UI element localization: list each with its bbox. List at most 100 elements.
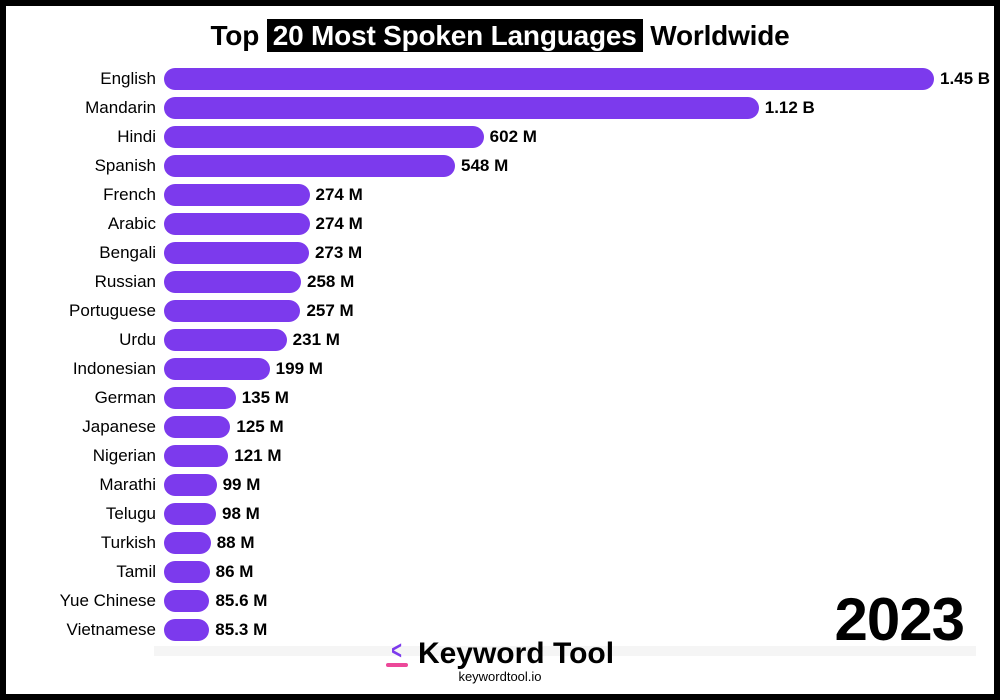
bar [164, 358, 270, 380]
language-label: Yue Chinese [24, 591, 164, 611]
bar-row: Russian 258 M [24, 267, 976, 296]
bar-wrap: 258 M [164, 267, 976, 296]
bar-row: Turkish88 M [24, 528, 976, 557]
bar [164, 271, 301, 293]
bar [164, 68, 934, 90]
bar-value: 602 M [490, 127, 537, 147]
bar-row: Indonesian 199 M [24, 354, 976, 383]
bar-value: 274 M [316, 185, 363, 205]
language-label: French [24, 185, 164, 205]
bar-value: 231 M [293, 330, 340, 350]
bar-row: Bengali273 M [24, 238, 976, 267]
bar [164, 561, 210, 583]
bar-chart: English1.45 B Mandarin 1.12 B Hindi 602 M Spa… [24, 64, 976, 644]
bar-row: Portuguese 257 M [24, 296, 976, 325]
bar-value: 1.12 B [765, 98, 815, 118]
language-label: Telugu [24, 504, 164, 524]
bar [164, 445, 228, 467]
bar-value: 258 M [307, 272, 354, 292]
bar-value: 257 M [306, 301, 353, 321]
title-suffix: Worldwide [650, 20, 789, 51]
bar-row: Marathi 99 M [24, 470, 976, 499]
bar [164, 242, 309, 264]
bar-wrap: 199 M [164, 354, 976, 383]
chart-title: Top 20 Most Spoken Languages Worldwide [24, 20, 976, 52]
bar-row: Yue Chinese 85.6 M [24, 586, 976, 615]
bar [164, 329, 287, 351]
bar-row: Hindi 602 M [24, 122, 976, 151]
bar-value: 125 M [236, 417, 283, 437]
bar-value: 1.45 B [940, 69, 990, 89]
keywordtool-logo-icon: < [386, 641, 408, 666]
language-label: Russian [24, 272, 164, 292]
bar-row: Japanese125 M [24, 412, 976, 441]
bar-wrap: 548 M [164, 151, 976, 180]
bar [164, 387, 236, 409]
bar-value: 86 M [216, 562, 254, 582]
bar-wrap: 98 M [164, 499, 976, 528]
bar-wrap: 135 M [164, 383, 976, 412]
bar-row: Arabic 274 M [24, 209, 976, 238]
language-label: Arabic [24, 214, 164, 234]
bar-wrap: 99 M [164, 470, 976, 499]
bar-wrap: 274 M [164, 209, 976, 238]
language-label: German [24, 388, 164, 408]
title-highlight: 20 Most Spoken Languages [267, 19, 643, 52]
bar-row: Urdu 231 M [24, 325, 976, 354]
bar [164, 155, 455, 177]
bar-value: 85.6 M [215, 591, 267, 611]
bar-row: German 135 M [24, 383, 976, 412]
bar [164, 300, 300, 322]
language-label: Urdu [24, 330, 164, 350]
bar-row: Nigerian 121 M [24, 441, 976, 470]
bar-row: Tamil 86 M [24, 557, 976, 586]
language-label: Mandarin [24, 98, 164, 118]
bar [164, 184, 310, 206]
bar-wrap: 231 M [164, 325, 976, 354]
bar-value: 98 M [222, 504, 260, 524]
bar-value: 548 M [461, 156, 508, 176]
language-label: Hindi [24, 127, 164, 147]
bar-value: 274 M [316, 214, 363, 234]
language-label: Indonesian [24, 359, 164, 379]
bar [164, 590, 209, 612]
bar-value: 135 M [242, 388, 289, 408]
bar-value: 99 M [223, 475, 261, 495]
bar-row: Mandarin 1.12 B [24, 93, 976, 122]
bar [164, 532, 211, 554]
bar-wrap: 1.12 B [164, 93, 976, 122]
bar-wrap: 274 M [164, 180, 976, 209]
bar-wrap: 257 M [164, 296, 976, 325]
language-label: Nigerian [24, 446, 164, 466]
chart-frame: Top 20 Most Spoken Languages Worldwide E… [0, 0, 1000, 700]
language-label: Marathi [24, 475, 164, 495]
bar-wrap: 125 M [164, 412, 976, 441]
bar [164, 97, 759, 119]
bar-row: French 274 M [24, 180, 976, 209]
brand-name: Keyword Tool [418, 637, 614, 671]
bar-wrap: 602 M [164, 122, 976, 151]
language-label: English [24, 69, 164, 89]
bar-wrap: 88 M [164, 528, 976, 557]
language-label: Spanish [24, 156, 164, 176]
language-label: Turkish [24, 533, 164, 553]
bar-row: Telugu 98 M [24, 499, 976, 528]
bar [164, 503, 216, 525]
bar-wrap: 86 M [164, 557, 976, 586]
bar-row: Spanish 548 M [24, 151, 976, 180]
bar-value: 121 M [234, 446, 281, 466]
bar-wrap: 273 M [164, 238, 976, 267]
bar [164, 126, 484, 148]
language-label: Bengali [24, 243, 164, 263]
bar [164, 474, 217, 496]
bar-value: 199 M [276, 359, 323, 379]
language-label: Portuguese [24, 301, 164, 321]
title-prefix: Top [210, 20, 259, 51]
bar [164, 213, 310, 235]
bar-wrap: 121 M [164, 441, 976, 470]
language-label: Tamil [24, 562, 164, 582]
footer: < Keyword Tool keywordtool.io [6, 637, 994, 684]
brand: < Keyword Tool [386, 637, 614, 671]
bar-row: English1.45 B [24, 64, 976, 93]
bar [164, 416, 230, 438]
